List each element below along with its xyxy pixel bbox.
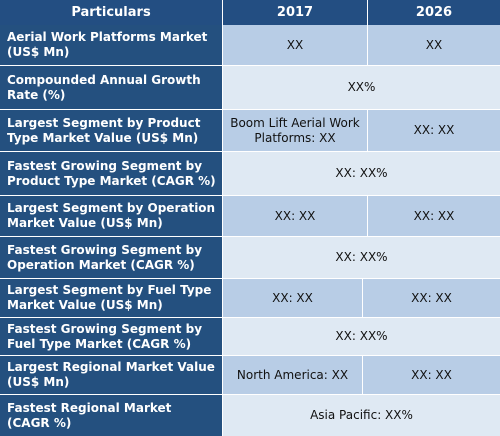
value-2017: XX: XX	[222, 279, 362, 318]
value-2026: XX: XX	[362, 356, 500, 395]
row-label: Compounded Annual Growth Rate (%)	[0, 66, 222, 110]
row-label: Largest Segment by Product Type Market V…	[0, 110, 222, 152]
row-label: Largest Segment by Fuel Type Market Valu…	[0, 279, 222, 318]
merged-value: XX: XX%	[222, 318, 500, 356]
header-particulars: Particulars	[0, 0, 222, 25]
merged-value: Asia Pacific: XX%	[222, 395, 500, 436]
row-label: Fastest Growing Segment by Operation Mar…	[0, 237, 222, 279]
value-2026: XX: XX	[362, 279, 500, 318]
value-2017: Boom Lift Aerial Work Platforms: XX	[222, 110, 367, 152]
header-2017: 2017	[222, 0, 367, 25]
row-label: Largest Regional Market Value (US$ Mn)	[0, 356, 222, 395]
row-label: Largest Segment by Operation Market Valu…	[0, 196, 222, 237]
header-2026: 2026	[367, 0, 500, 25]
value-2017: North America: XX	[222, 356, 362, 395]
merged-value: XX: XX%	[222, 152, 500, 196]
value-2017: XX	[222, 25, 367, 66]
row-label: Aerial Work Platforms Market (US$ Mn)	[0, 25, 222, 66]
merged-value: XX: XX%	[222, 237, 500, 279]
value-2026: XX	[367, 25, 500, 66]
row-label: Fastest Regional Market (CAGR %)	[0, 395, 222, 436]
merged-value: XX%	[222, 66, 500, 110]
row-label: Fastest Growing Segment by Fuel Type Mar…	[0, 318, 222, 356]
value-2026: XX: XX	[367, 110, 500, 152]
row-label: Fastest Growing Segment by Product Type …	[0, 152, 222, 196]
value-2017: XX: XX	[222, 196, 367, 237]
value-2026: XX: XX	[367, 196, 500, 237]
